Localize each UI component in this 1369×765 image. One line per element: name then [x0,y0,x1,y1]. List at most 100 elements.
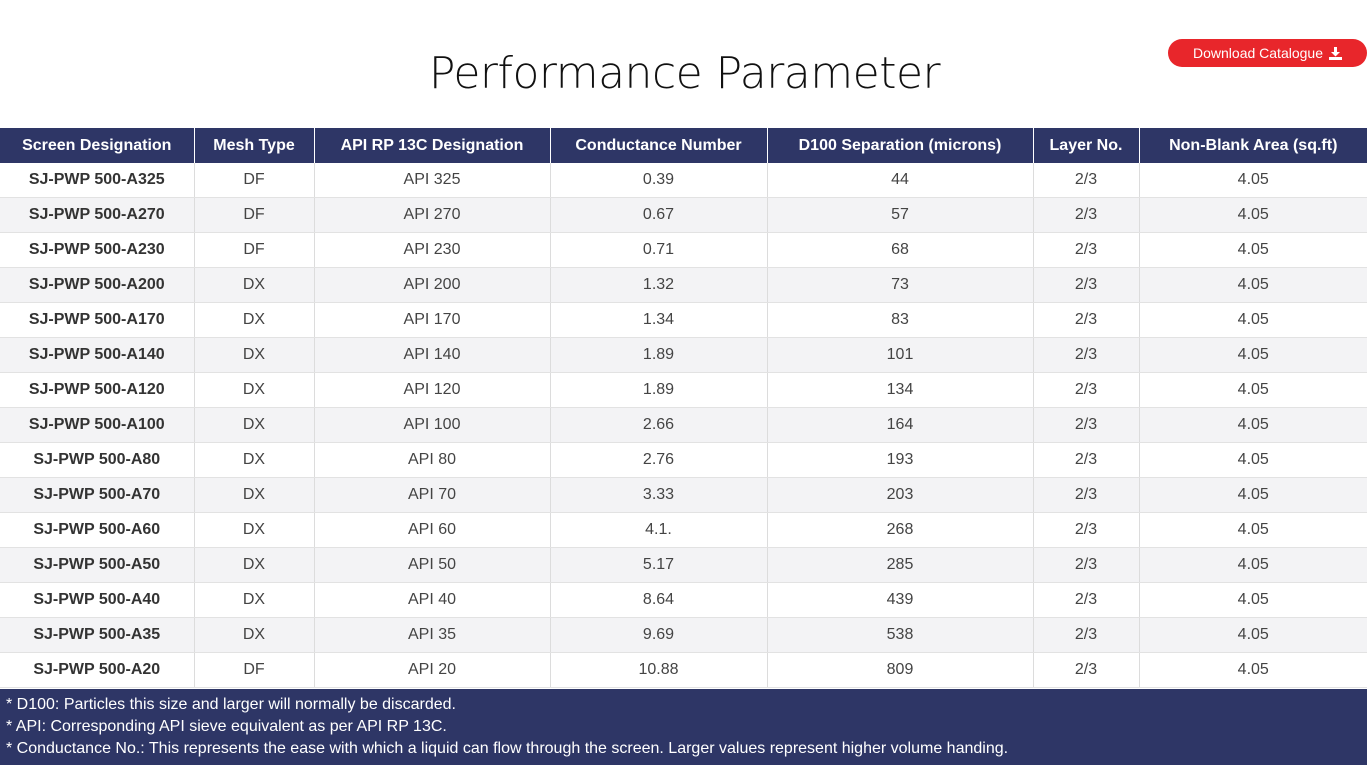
cell-api-designation: API 325 [313,163,550,198]
cell-d100-separation: 44 [766,163,1033,198]
cell-api-designation: API 20 [313,652,550,688]
cell-mesh-type: DX [193,617,314,653]
cell-layer-no: 2/3 [1032,582,1139,618]
cell-screen-designation: SJ-PWP 500-A120 [0,372,194,408]
cell-api-designation: API 50 [313,547,550,583]
cell-api-designation: API 35 [313,617,550,653]
footnote-d100: * D100: Particles this size and larger w… [6,696,456,713]
cell-d100-separation: 203 [766,477,1033,513]
table-row: SJ-PWP 500-A270 DF API 270 0.67 57 2/3 4.05 [0,197,1367,233]
cell-layer-no: 2/3 [1032,163,1139,198]
cell-conductance-number: 0.39 [549,163,767,198]
cell-layer-no: 2/3 [1032,232,1139,268]
cell-screen-designation: SJ-PWP 500-A230 [0,232,194,268]
cell-conductance-number: 1.89 [549,372,767,408]
download-icon [1328,46,1342,60]
cell-screen-designation: SJ-PWP 500-A100 [0,407,194,443]
table-row: SJ-PWP 500-A200 DX API 200 1.32 73 2/3 4.05 [0,267,1367,303]
column-header-mesh-type: Mesh Type [193,128,314,163]
cell-d100-separation: 68 [766,232,1033,268]
table-row: SJ-PWP 500-A120 DX API 120 1.89 134 2/3 4.05 [0,372,1367,408]
column-header-conductance-number: Conductance Number [549,128,767,163]
column-header-non-blank-area: Non-Blank Area (sq.ft) [1138,128,1367,163]
cell-non-blank-area: 4.05 [1138,652,1367,688]
cell-mesh-type: DX [193,407,314,443]
cell-screen-designation: SJ-PWP 500-A20 [0,652,194,688]
footnotes: * D100: Particles this size and larger w… [0,689,1367,765]
download-catalogue-button[interactable]: Download Catalogue [1168,39,1367,67]
footnote-conductance: * Conductance No.: This represents the e… [6,740,1009,757]
cell-mesh-type: DX [193,267,314,303]
cell-layer-no: 2/3 [1032,302,1139,338]
cell-conductance-number: 2.76 [549,442,767,478]
cell-non-blank-area: 4.05 [1138,547,1367,583]
cell-screen-designation: SJ-PWP 500-A35 [0,617,194,653]
cell-non-blank-area: 4.05 [1138,407,1367,443]
table-row: SJ-PWP 500-A40 DX API 40 8.64 439 2/3 4.05 [0,582,1367,618]
table-row: SJ-PWP 500-A325 DF API 325 0.39 44 2/3 4.05 [0,163,1367,198]
cell-conductance-number: 9.69 [549,617,767,653]
cell-mesh-type: DX [193,302,314,338]
cell-non-blank-area: 4.05 [1138,372,1367,408]
cell-d100-separation: 285 [766,547,1033,583]
table-row: SJ-PWP 500-A230 DF API 230 0.71 68 2/3 4.05 [0,232,1367,268]
cell-d100-separation: 439 [766,582,1033,618]
table-row: SJ-PWP 500-A70 DX API 70 3.33 203 2/3 4.05 [0,477,1367,513]
cell-layer-no: 2/3 [1032,372,1139,408]
column-header-api-designation: API RP 13C Designation [313,128,550,163]
cell-non-blank-area: 4.05 [1138,197,1367,233]
cell-non-blank-area: 4.05 [1138,337,1367,373]
cell-d100-separation: 538 [766,617,1033,653]
cell-api-designation: API 230 [313,232,550,268]
cell-layer-no: 2/3 [1032,617,1139,653]
cell-mesh-type: DF [193,163,314,198]
cell-api-designation: API 120 [313,372,550,408]
cell-api-designation: API 270 [313,197,550,233]
cell-mesh-type: DX [193,477,314,513]
cell-mesh-type: DX [193,372,314,408]
column-header-d100-separation: D100 Separation (microns) [766,128,1033,163]
cell-api-designation: API 140 [313,337,550,373]
cell-d100-separation: 101 [766,337,1033,373]
cell-layer-no: 2/3 [1032,442,1139,478]
cell-api-designation: API 100 [313,407,550,443]
cell-conductance-number: 1.32 [549,267,767,303]
cell-api-designation: API 170 [313,302,550,338]
table-body: SJ-PWP 500-A325 DF API 325 0.39 44 2/3 4.05 SJ-… [0,163,1367,688]
cell-non-blank-area: 4.05 [1138,512,1367,548]
cell-api-designation: API 200 [313,267,550,303]
cell-non-blank-area: 4.05 [1138,232,1367,268]
cell-layer-no: 2/3 [1032,267,1139,303]
page-title: Performance Parameter [428,48,941,100]
cell-screen-designation: SJ-PWP 500-A170 [0,302,194,338]
cell-screen-designation: SJ-PWP 500-A60 [0,512,194,548]
cell-d100-separation: 268 [766,512,1033,548]
cell-non-blank-area: 4.05 [1138,163,1367,198]
cell-api-designation: API 40 [313,582,550,618]
cell-mesh-type: DX [193,547,314,583]
cell-screen-designation: SJ-PWP 500-A50 [0,547,194,583]
cell-screen-designation: SJ-PWP 500-A140 [0,337,194,373]
cell-mesh-type: DF [193,652,314,688]
cell-d100-separation: 57 [766,197,1033,233]
cell-layer-no: 2/3 [1032,407,1139,443]
cell-mesh-type: DF [193,232,314,268]
column-header-layer-no: Layer No. [1032,128,1139,163]
cell-conductance-number: 2.66 [549,407,767,443]
cell-conductance-number: 8.64 [549,582,767,618]
performance-table: Screen Designation Mesh Type API RP 13C De… [0,128,1367,688]
cell-non-blank-area: 4.05 [1138,582,1367,618]
cell-d100-separation: 193 [766,442,1033,478]
cell-api-designation: API 70 [313,477,550,513]
table-row: SJ-PWP 500-A100 DX API 100 2.66 164 2/3 4.05 [0,407,1367,443]
cell-non-blank-area: 4.05 [1138,442,1367,478]
cell-d100-separation: 809 [766,652,1033,688]
cell-conductance-number: 1.34 [549,302,767,338]
cell-api-designation: API 80 [313,442,550,478]
cell-layer-no: 2/3 [1032,512,1139,548]
table-row: SJ-PWP 500-A140 DX API 140 1.89 101 2/3 4.05 [0,337,1367,373]
cell-non-blank-area: 4.05 [1138,267,1367,303]
footnote-api: * API: Corresponding API sieve equivalen… [6,718,447,735]
cell-d100-separation: 73 [766,267,1033,303]
